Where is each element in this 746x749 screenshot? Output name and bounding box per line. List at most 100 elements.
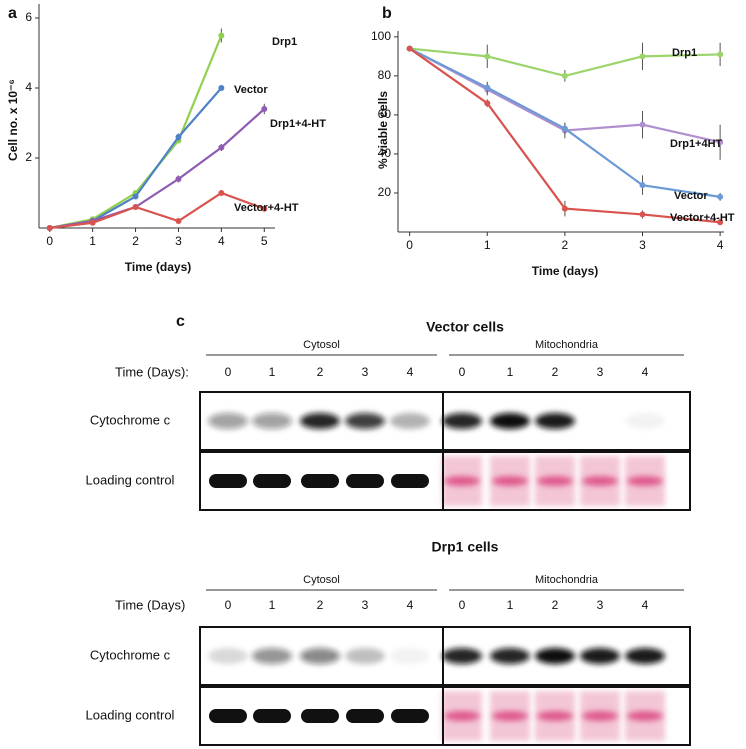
- panel-label: b: [382, 5, 392, 22]
- band: [209, 474, 247, 488]
- time-label: Time (Days):: [115, 364, 189, 379]
- time-value: 1: [269, 598, 276, 612]
- band: [444, 476, 480, 486]
- y-tick-label: 2: [25, 150, 32, 164]
- time-value: 0: [459, 365, 466, 379]
- group-label: Cytosol: [303, 339, 340, 351]
- data-point: [484, 84, 491, 91]
- group-label: Mitochondria: [535, 574, 599, 586]
- band: [208, 648, 248, 664]
- data-point: [218, 144, 225, 151]
- band: [252, 648, 292, 664]
- panel-label: c: [176, 313, 185, 330]
- time-value: 4: [642, 598, 649, 612]
- row-label: Loading control: [86, 472, 175, 487]
- time-value: 3: [362, 598, 369, 612]
- band: [627, 476, 663, 486]
- data-point: [639, 121, 646, 128]
- x-tick-label: 0: [406, 238, 413, 252]
- series-label: Vector: [674, 190, 708, 202]
- band: [627, 711, 663, 721]
- data-point: [484, 100, 491, 107]
- time-value: 3: [362, 365, 369, 379]
- band: [300, 413, 340, 429]
- band: [391, 474, 429, 488]
- time-value: 4: [407, 365, 414, 379]
- data-point: [639, 53, 646, 60]
- data-point: [561, 125, 568, 132]
- time-value: 0: [459, 598, 466, 612]
- data-point: [132, 204, 139, 210]
- series-label: Vector: [234, 84, 268, 96]
- panel-label: a: [8, 5, 17, 22]
- band: [490, 413, 530, 429]
- blot-title: Vector cells: [426, 319, 504, 335]
- data-point: [639, 182, 646, 189]
- x-tick-label: 2: [132, 234, 139, 248]
- row-label: Cytochrome c: [90, 412, 171, 427]
- data-point: [406, 45, 413, 52]
- series-label: Drp1+4-HT: [270, 118, 326, 130]
- x-tick-label: 4: [218, 234, 225, 248]
- time-value: 2: [317, 598, 324, 612]
- time-value: 3: [597, 598, 604, 612]
- time-value: 4: [407, 598, 414, 612]
- time-value: 4: [642, 365, 649, 379]
- data-point: [175, 218, 182, 224]
- y-tick-label: 40: [378, 146, 392, 160]
- y-tick-label: 20: [378, 185, 392, 199]
- data-point: [561, 72, 568, 79]
- group-label: Mitochondria: [535, 339, 599, 351]
- band: [345, 648, 385, 664]
- band: [492, 711, 528, 721]
- band: [346, 474, 384, 488]
- band: [535, 413, 575, 429]
- series-label: Drp1: [272, 36, 297, 48]
- band: [346, 709, 384, 723]
- y-tick-label: 100: [371, 29, 391, 43]
- series-line: [49, 191, 265, 230]
- data-point: [639, 211, 646, 218]
- row-label: Loading control: [86, 707, 175, 722]
- data-point: [717, 51, 724, 58]
- band: [537, 711, 573, 721]
- data-point: [218, 190, 225, 196]
- band: [580, 648, 620, 664]
- data-point: [561, 205, 568, 212]
- y-axis-label: % viable cells: [376, 91, 390, 169]
- band: [209, 709, 247, 723]
- time-value: 1: [269, 365, 276, 379]
- data-point: [261, 205, 268, 212]
- data-point: [175, 176, 182, 182]
- x-axis-label: Time (days): [532, 264, 598, 278]
- data-point: [717, 219, 724, 226]
- data-point: [484, 53, 491, 60]
- x-tick-label: 0: [46, 234, 53, 248]
- band: [492, 476, 528, 486]
- band: [582, 476, 618, 486]
- band: [442, 648, 482, 664]
- band: [535, 648, 575, 664]
- series-label: Vector+4-HT: [234, 202, 299, 214]
- time-value: 0: [225, 365, 232, 379]
- time-value: 1: [507, 365, 514, 379]
- band: [345, 413, 385, 429]
- group-label: Cytosol: [303, 574, 340, 586]
- band: [537, 476, 573, 486]
- band: [442, 413, 482, 429]
- data-point: [261, 106, 268, 112]
- data-point: [89, 219, 96, 226]
- data-point: [218, 85, 225, 91]
- band: [391, 709, 429, 723]
- y-tick-label: 4: [25, 80, 32, 94]
- band: [582, 711, 618, 721]
- time-value: 2: [317, 365, 324, 379]
- band: [625, 648, 665, 664]
- band: [252, 413, 292, 429]
- x-tick-label: 1: [89, 234, 96, 248]
- time-value: 3: [597, 365, 604, 379]
- band: [625, 413, 665, 429]
- data-point: [175, 134, 182, 140]
- blot-title: Drp1 cells: [432, 539, 499, 555]
- y-axis-label: Cell no. x 10⁻⁶: [6, 79, 20, 161]
